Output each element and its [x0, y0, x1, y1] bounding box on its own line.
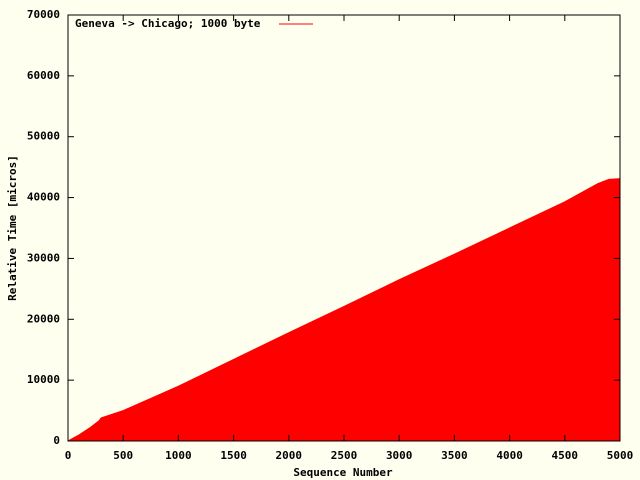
y-tick-label: 0 [53, 434, 60, 447]
legend-label: Geneva -> Chicago; 1000 byte [75, 17, 261, 30]
x-tick-label: 2000 [276, 449, 303, 462]
x-tick-label: 2500 [331, 449, 358, 462]
y-tick-label: 30000 [27, 251, 60, 264]
x-tick-label: 1500 [220, 449, 247, 462]
y-tick-label: 50000 [27, 130, 60, 143]
x-tick-label: 500 [113, 449, 133, 462]
x-tick-label: 4500 [552, 449, 579, 462]
x-tick-label: 3000 [386, 449, 413, 462]
x-tick-label: 4000 [496, 449, 523, 462]
x-axis-label: Sequence Number [293, 466, 393, 479]
y-tick-label: 60000 [27, 69, 60, 82]
y-tick-label: 20000 [27, 312, 60, 325]
area [67, 178, 621, 442]
y-tick-label: 70000 [27, 8, 60, 21]
x-tick-label: 3500 [441, 449, 468, 462]
x-tick-label: 1000 [165, 449, 192, 462]
y-axis-label: Relative Time [micros] [6, 155, 19, 301]
x-tick-label: 0 [65, 449, 72, 462]
y-tick-label: 40000 [27, 191, 60, 204]
y-tick-label: 10000 [27, 373, 60, 386]
x-tick-label: 5000 [607, 449, 634, 462]
